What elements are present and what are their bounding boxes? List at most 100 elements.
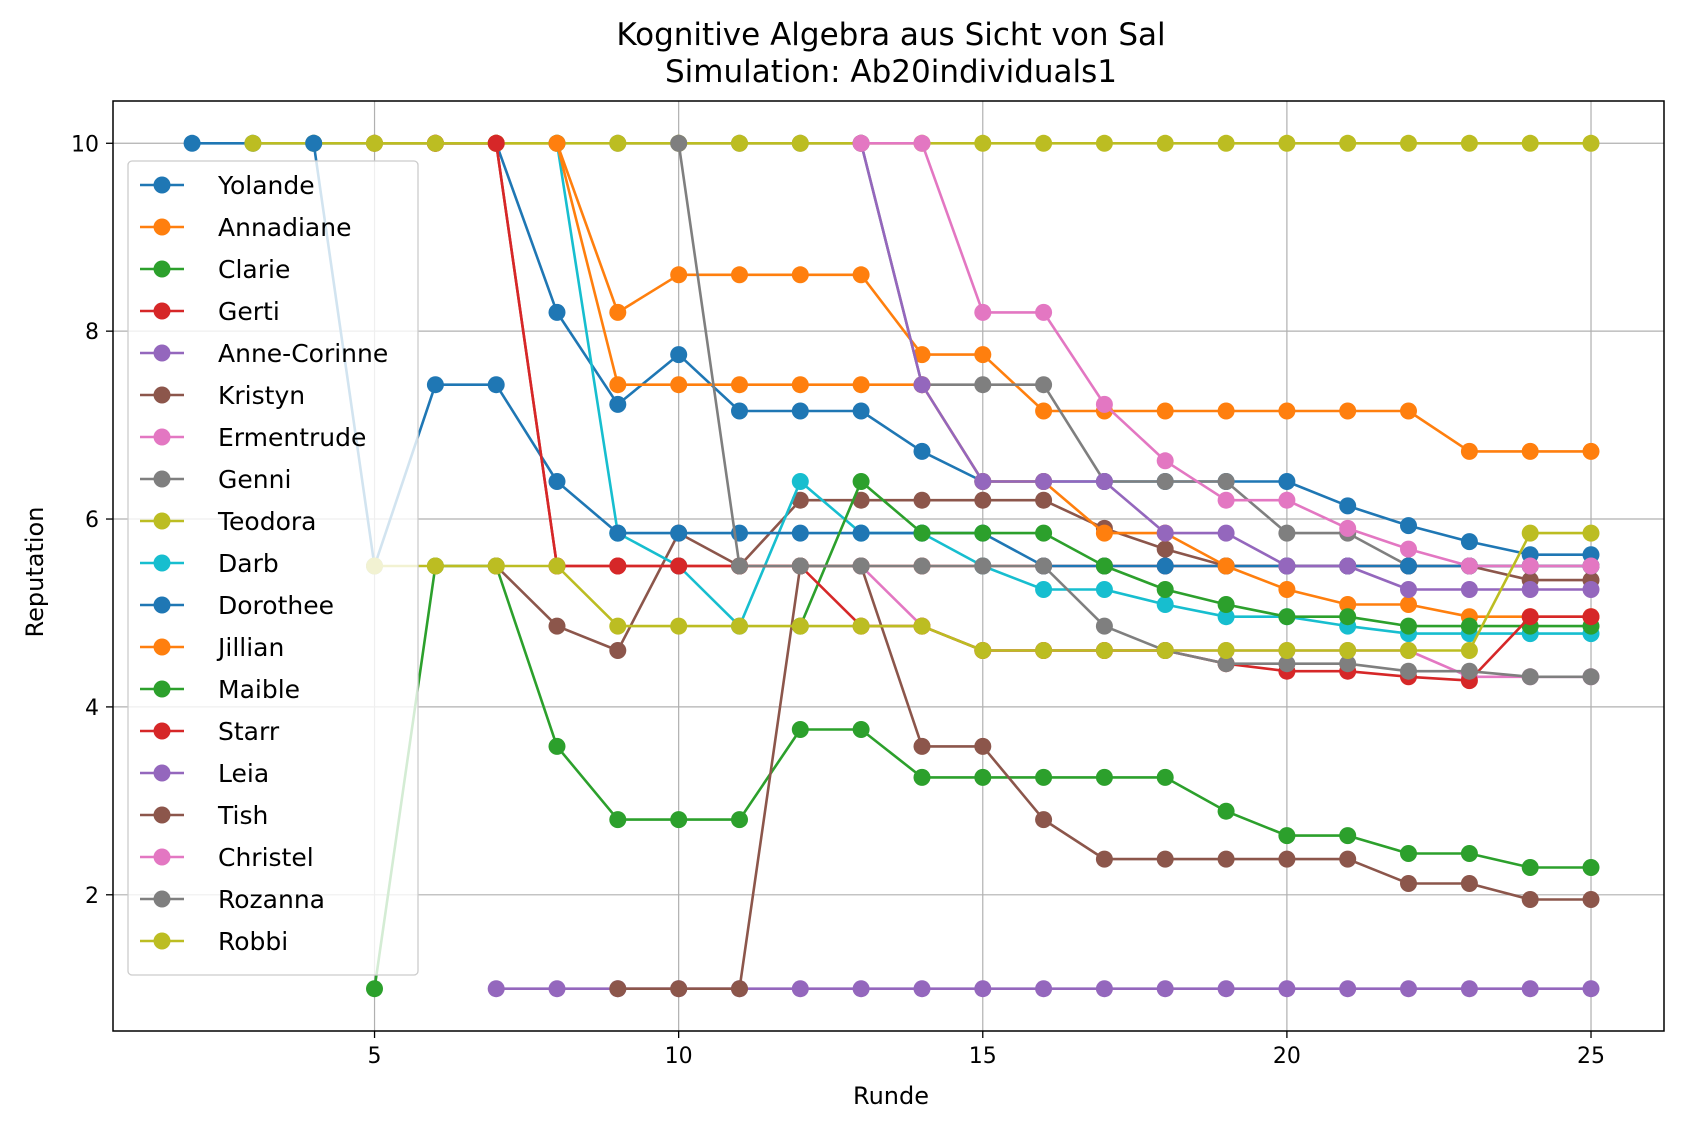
data-point <box>1582 859 1600 876</box>
data-point <box>913 491 931 509</box>
data-point <box>1582 980 1600 998</box>
legend-marker <box>153 218 171 236</box>
legend-marker <box>153 176 171 194</box>
legend-label: Starr <box>218 717 280 746</box>
data-point <box>1521 557 1539 575</box>
data-point <box>548 303 566 321</box>
legend-label: Tish <box>217 801 268 830</box>
data-point <box>913 768 931 786</box>
data-point <box>852 134 870 152</box>
data-point <box>791 473 809 490</box>
series-maible <box>791 473 1600 635</box>
legend-label: Rozanna <box>218 885 325 914</box>
data-point <box>852 557 870 575</box>
data-point <box>1521 524 1539 542</box>
legend-label: Darb <box>218 549 279 578</box>
data-point <box>670 134 688 152</box>
data-point <box>1217 655 1235 673</box>
data-point <box>913 442 931 460</box>
data-point <box>1035 303 1053 321</box>
data-point <box>1095 617 1113 635</box>
data-point <box>1400 581 1417 598</box>
legend-label: Anne-Corinne <box>218 339 388 368</box>
data-point <box>1095 473 1113 490</box>
data-point <box>1217 642 1235 659</box>
chart-title: Kognitive Algebra aus Sicht von Sal <box>616 17 1165 53</box>
legend-label: Genni <box>218 465 291 494</box>
data-point <box>670 376 688 394</box>
data-point <box>1035 473 1053 490</box>
data-point <box>1035 557 1053 575</box>
data-point <box>1460 617 1478 635</box>
data-point <box>1339 980 1357 998</box>
legend-marker <box>153 722 171 740</box>
data-point <box>609 557 627 575</box>
data-point <box>548 737 566 755</box>
data-point <box>852 376 870 394</box>
data-point <box>1217 596 1235 613</box>
data-point <box>487 980 505 998</box>
data-point <box>1460 845 1478 862</box>
data-point <box>731 376 748 394</box>
legend-marker <box>153 638 171 656</box>
data-point <box>1095 642 1113 659</box>
data-point <box>1582 581 1600 598</box>
data-point <box>974 376 992 394</box>
data-point <box>487 376 505 394</box>
data-point <box>1521 980 1539 998</box>
chart-subtitle: Simulation: Ab20individuals1 <box>665 54 1117 90</box>
legend-marker <box>153 680 171 698</box>
data-point <box>1156 557 1174 575</box>
legend-marker <box>153 386 171 404</box>
data-point <box>791 557 809 575</box>
y-tick-label: 6 <box>85 508 99 533</box>
legend-item: Starr <box>140 717 280 746</box>
data-point <box>974 768 992 786</box>
data-point <box>1278 642 1296 659</box>
legend-marker <box>153 806 171 824</box>
data-point <box>1035 811 1053 829</box>
data-point <box>731 811 748 829</box>
legend-label: Ermentrude <box>218 423 366 452</box>
data-point <box>1095 581 1113 598</box>
y-tick-label: 4 <box>85 696 99 721</box>
data-point <box>1217 134 1235 152</box>
legend-item: Jillian <box>140 633 284 662</box>
data-point <box>913 346 931 364</box>
legend-item: Robbi <box>140 927 288 956</box>
y-tick-label: 8 <box>85 320 99 345</box>
data-point <box>487 134 505 152</box>
legend-item: Dorothee <box>140 591 334 620</box>
data-point <box>548 980 566 998</box>
series-leia <box>852 134 1600 598</box>
legend: Yolande Annadiane Clarie Gerti Anne-Corinne K… <box>127 160 419 976</box>
data-point <box>1339 827 1357 845</box>
data-point <box>1339 850 1357 868</box>
data-point <box>1095 557 1113 575</box>
data-point <box>1278 980 1296 998</box>
legend-label: Gerti <box>218 297 280 326</box>
data-point <box>852 980 870 998</box>
data-point <box>1095 134 1113 152</box>
data-point <box>609 376 627 394</box>
data-point <box>913 737 931 755</box>
data-point <box>1035 581 1053 598</box>
data-point <box>183 134 201 152</box>
data-point <box>974 980 992 998</box>
data-point <box>852 617 870 635</box>
legend-marker <box>153 428 171 446</box>
legend-item: Anne-Corinne <box>140 339 388 368</box>
data-point <box>1156 452 1174 470</box>
data-point <box>1156 402 1174 420</box>
data-point <box>1582 668 1600 686</box>
data-point <box>1156 134 1174 152</box>
data-point <box>426 376 444 394</box>
data-point <box>1521 581 1539 598</box>
data-point <box>731 980 748 998</box>
data-point <box>670 346 688 364</box>
data-point <box>1339 134 1357 152</box>
data-point <box>731 134 748 152</box>
data-point <box>1400 517 1417 535</box>
data-point <box>609 617 627 635</box>
